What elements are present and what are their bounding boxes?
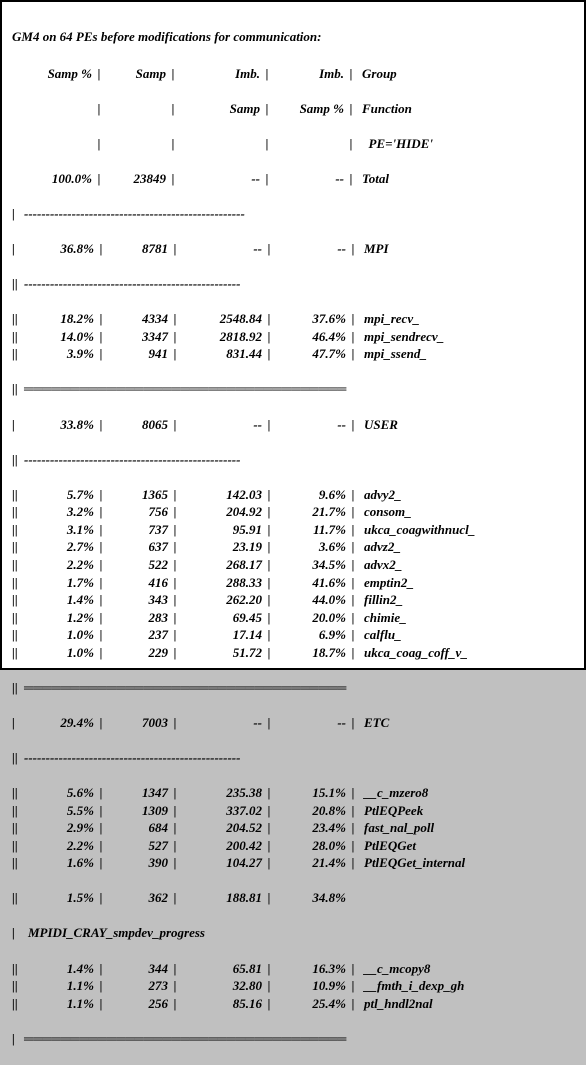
table-row: ||1.7%|416|288.33|41.6%|emptin2_	[12, 574, 574, 592]
table-row: ||5.7%|1365|142.03|9.6%|advy2_	[12, 486, 574, 504]
divider-dash: ||--------------------------------------…	[12, 451, 574, 469]
report-title: GM4 on 64 PEs before modifications for c…	[12, 28, 574, 46]
function-label: mpi_recv_	[360, 310, 420, 328]
divider-double: ||═══════════════════════════════════	[12, 380, 574, 398]
divider-dash: ||--------------------------------------…	[12, 275, 574, 293]
wrapped-row-line2: |MPIDI_CRAY_smpdev_progress	[12, 924, 574, 942]
table-row: ||5.5%|1309|337.02|20.8%|PtlEQPeek	[12, 802, 574, 820]
header-row-2: ||Samp|Samp %|Function	[12, 100, 574, 118]
table-row: ||3.1%|737|95.91|11.7%|ukca_coagwithnucl…	[12, 521, 574, 539]
function-label: PtlEQPeek	[360, 802, 423, 820]
table-row: ||1.1%|256|85.16|25.4%|ptl_hndl2nal	[12, 995, 574, 1013]
divider-double: ||═══════════════════════════════════	[12, 679, 574, 697]
table-row: ||1.0%|237|17.14|6.9%|calflu_	[12, 626, 574, 644]
table-row: ||1.1%|273|32.80|10.9%|__fmth_i_dexp_gh	[12, 977, 574, 995]
profiler-output: GM4 on 64 PEs before modifications for c…	[0, 0, 586, 670]
table-row: ||1.2%|283|69.45|20.0%|chimie_	[12, 609, 574, 627]
table-row: ||1.0%|229|51.72|18.7%|ukca_coag_coff_v_	[12, 644, 574, 662]
total-row: 100.0%|23849|--|--|Total	[12, 170, 574, 188]
mpi-header-row: |36.8%|8781|--|--|MPI	[12, 240, 574, 258]
table-row: ||1.4%|343|262.20|44.0%|fillin2_	[12, 591, 574, 609]
divider-dash: ||--------------------------------------…	[12, 749, 574, 767]
function-label: advx2_	[360, 556, 402, 574]
function-label: advy2_	[360, 486, 402, 504]
divider-dash: |---------------------------------------…	[12, 205, 574, 223]
table-row: ||2.2%|522|268.17|34.5%|advx2_	[12, 556, 574, 574]
function-label: emptin2_	[360, 574, 414, 592]
divider-double: |═══════════════════════════════════	[12, 1030, 574, 1048]
function-label: ptl_hndl2nal	[360, 995, 433, 1013]
wrapped-row-line1: ||1.5%|362|188.81|34.8%	[12, 889, 574, 907]
table-row: ||2.2%|527|200.42|28.0%|PtlEQGet	[12, 837, 574, 855]
function-label: ukca_coagwithnucl_	[360, 521, 475, 539]
table-row: ||18.2%|4334|2548.84|37.6%|mpi_recv_	[12, 310, 574, 328]
function-label: mpi_ssend_	[360, 345, 427, 363]
function-label: fillin2_	[360, 591, 403, 609]
function-label: mpi_sendrecv_	[360, 328, 444, 346]
user-header-row: |33.8%|8065|--|--|USER	[12, 416, 574, 434]
table-row: ||1.4%|344|65.81|16.3%|__c_mcopy8	[12, 960, 574, 978]
table-row: ||2.7%|637|23.19|3.6%|advz2_	[12, 538, 574, 556]
header-row-3: |||| PE='HIDE'	[12, 135, 574, 153]
function-label: consom_	[360, 503, 412, 521]
header-row-1: Samp %|Samp|Imb.|Imb.|Group	[12, 65, 574, 83]
table-row: ||1.6%|390|104.27|21.4%|PtlEQGet_interna…	[12, 854, 574, 872]
function-label: fast_nal_poll	[360, 819, 434, 837]
function-label: PtlEQGet_internal	[360, 854, 465, 872]
function-label: __c_mzero8	[360, 784, 428, 802]
function-label: advz2_	[360, 538, 401, 556]
function-label: __c_mcopy8	[360, 960, 430, 978]
function-label: calflu_	[360, 626, 402, 644]
table-row: ||3.9%|941|831.44|47.7%|mpi_ssend_	[12, 345, 574, 363]
function-label: PtlEQGet	[360, 837, 416, 855]
table-row: ||14.0%|3347|2818.92|46.4%|mpi_sendrecv_	[12, 328, 574, 346]
table-row: ||2.9%|684|204.52|23.4%|fast_nal_poll	[12, 819, 574, 837]
table-row: ||3.2%|756|204.92|21.7%|consom_	[12, 503, 574, 521]
etc-header-row: |29.4%|7003|--|--|ETC	[12, 714, 574, 732]
function-label: ukca_coag_coff_v_	[360, 644, 468, 662]
function-label: chimie_	[360, 609, 407, 627]
function-label: __fmth_i_dexp_gh	[360, 977, 464, 995]
table-row: ||5.6%|1347|235.38|15.1%|__c_mzero8	[12, 784, 574, 802]
